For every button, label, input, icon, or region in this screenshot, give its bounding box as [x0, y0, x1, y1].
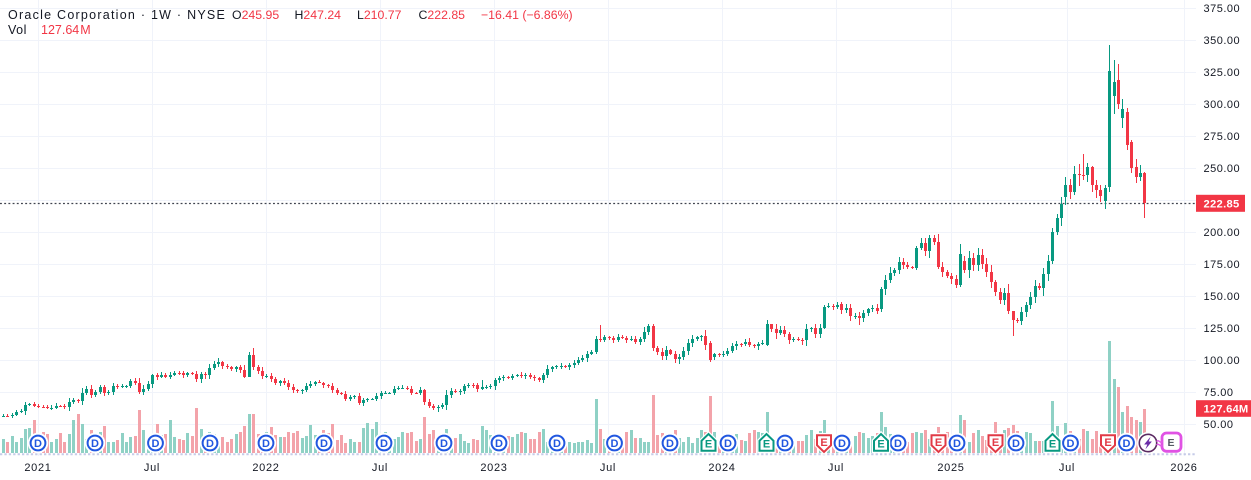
- svg-text:300.00: 300.00: [1204, 99, 1241, 111]
- svg-text:2021: 2021: [24, 462, 51, 474]
- svg-text:D: D: [553, 438, 561, 450]
- svg-text:D: D: [666, 438, 674, 450]
- svg-text:D: D: [838, 438, 846, 450]
- svg-text:222.85: 222.85: [1204, 198, 1240, 210]
- svg-text:−16.41 (−6.86%): −16.41 (−6.86%): [481, 8, 573, 22]
- svg-text:D: D: [320, 438, 328, 450]
- svg-text:D: D: [611, 438, 619, 450]
- svg-text:D: D: [894, 438, 902, 450]
- svg-text:2025: 2025: [937, 462, 964, 474]
- svg-text:200.00: 200.00: [1204, 227, 1241, 239]
- svg-text:E: E: [935, 437, 942, 449]
- svg-text:75.00: 75.00: [1204, 387, 1234, 399]
- svg-text:2023: 2023: [480, 462, 507, 474]
- svg-text:100.00: 100.00: [1204, 355, 1241, 367]
- svg-text:E: E: [877, 439, 884, 451]
- svg-text:125.00: 125.00: [1204, 323, 1241, 335]
- svg-text:375.00: 375.00: [1204, 3, 1241, 15]
- svg-text:C222.85: C222.85: [419, 8, 466, 22]
- svg-text:D: D: [1123, 438, 1131, 450]
- svg-text:2026: 2026: [1170, 462, 1197, 474]
- svg-text:D: D: [152, 438, 160, 450]
- svg-text:E: E: [763, 439, 770, 451]
- svg-text:E: E: [1167, 437, 1174, 449]
- svg-text:D: D: [1067, 438, 1075, 450]
- svg-text:Jul: Jul: [600, 462, 616, 474]
- svg-text:E: E: [705, 439, 712, 451]
- svg-text:D: D: [34, 438, 42, 450]
- svg-text:D: D: [262, 438, 270, 450]
- svg-text:L210.77: L210.77: [357, 8, 402, 22]
- svg-text:Jul: Jul: [1059, 462, 1075, 474]
- svg-text:D: D: [380, 438, 388, 450]
- svg-text:127.64M: 127.64M: [41, 23, 91, 37]
- svg-text:E: E: [992, 437, 999, 449]
- svg-text:175.00: 175.00: [1204, 259, 1241, 271]
- svg-text:D: D: [953, 438, 961, 450]
- svg-text:2024: 2024: [708, 462, 735, 474]
- svg-text:Jul: Jul: [144, 462, 160, 474]
- svg-text:Oracle Corporation · 1W · NYSE: Oracle Corporation · 1W · NYSE: [8, 8, 226, 22]
- svg-text:2022: 2022: [252, 462, 279, 474]
- svg-text:250.00: 250.00: [1204, 163, 1241, 175]
- svg-text:E: E: [820, 437, 827, 449]
- svg-text:D: D: [91, 438, 99, 450]
- svg-text:D: D: [440, 438, 448, 450]
- svg-text:Vol: Vol: [8, 23, 27, 37]
- svg-text:D: D: [781, 438, 789, 450]
- svg-text:Jul: Jul: [372, 462, 388, 474]
- svg-text:127.64M: 127.64M: [1204, 404, 1249, 416]
- svg-text:D: D: [495, 438, 503, 450]
- svg-text:D: D: [1012, 438, 1020, 450]
- svg-text:E: E: [1049, 439, 1056, 451]
- svg-text:E: E: [1104, 437, 1111, 449]
- svg-text:Jul: Jul: [828, 462, 844, 474]
- svg-text:50.00: 50.00: [1204, 419, 1234, 431]
- svg-text:D: D: [724, 438, 732, 450]
- svg-text:350.00: 350.00: [1204, 35, 1241, 47]
- svg-text:275.00: 275.00: [1204, 131, 1241, 143]
- svg-text:150.00: 150.00: [1204, 291, 1241, 303]
- svg-text:D: D: [206, 438, 214, 450]
- svg-text:325.00: 325.00: [1204, 67, 1241, 79]
- svg-text:H247.24: H247.24: [295, 8, 342, 22]
- svg-text:O245.95: O245.95: [232, 8, 279, 22]
